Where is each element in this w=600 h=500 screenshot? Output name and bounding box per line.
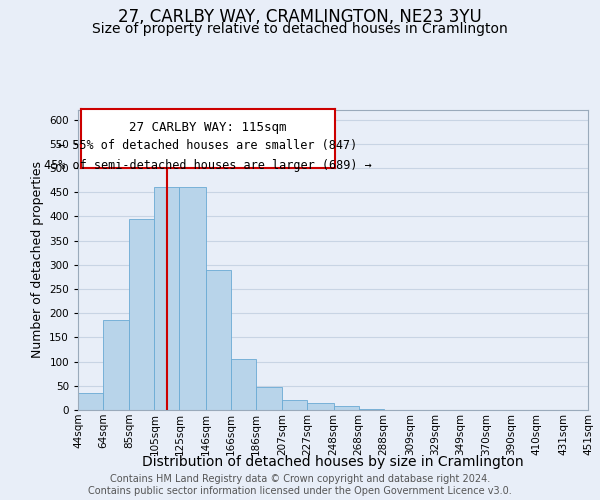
Bar [206,270,231,410]
Bar [231,359,256,410]
Bar [130,219,154,410]
Bar [334,406,359,410]
Bar [103,320,130,410]
Text: Distribution of detached houses by size in Cramlington: Distribution of detached houses by size … [142,455,524,469]
Bar [256,388,282,410]
Bar [179,188,206,410]
Bar [78,393,103,410]
Bar [359,409,384,410]
Bar [282,400,307,410]
Text: Size of property relative to detached houses in Cramlington: Size of property relative to detached ho… [92,22,508,36]
Text: 27, CARLBY WAY, CRAMLINGTON, NE23 3YU: 27, CARLBY WAY, CRAMLINGTON, NE23 3YU [118,8,482,26]
Text: Contains public sector information licensed under the Open Government Licence v3: Contains public sector information licen… [88,486,512,496]
Text: Contains HM Land Registry data © Crown copyright and database right 2024.: Contains HM Land Registry data © Crown c… [110,474,490,484]
Y-axis label: Number of detached properties: Number of detached properties [31,162,44,358]
Bar [154,188,179,410]
Bar [307,402,334,410]
